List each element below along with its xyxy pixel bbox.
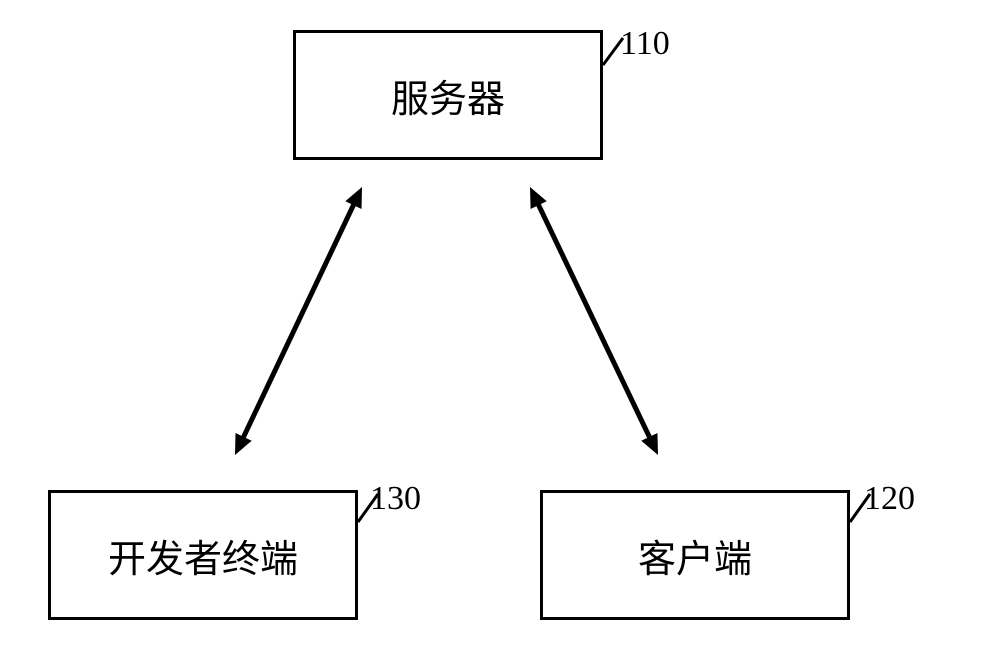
node-client: 客户端 [540, 490, 850, 620]
node-ref-server: 110 [620, 25, 670, 63]
node-ref-dev_terminal: 130 [370, 480, 421, 518]
edge-server-dev_terminal [241, 199, 357, 443]
node-ref-client: 120 [864, 480, 915, 518]
node-label-client: 客户端 [638, 528, 752, 583]
node-dev_terminal: 开发者终端 [48, 490, 358, 620]
node-server: 服务器 [293, 30, 603, 160]
node-label-dev_terminal: 开发者终端 [108, 528, 298, 583]
edge-server-client [536, 199, 653, 443]
node-label-server: 服务器 [391, 68, 505, 123]
